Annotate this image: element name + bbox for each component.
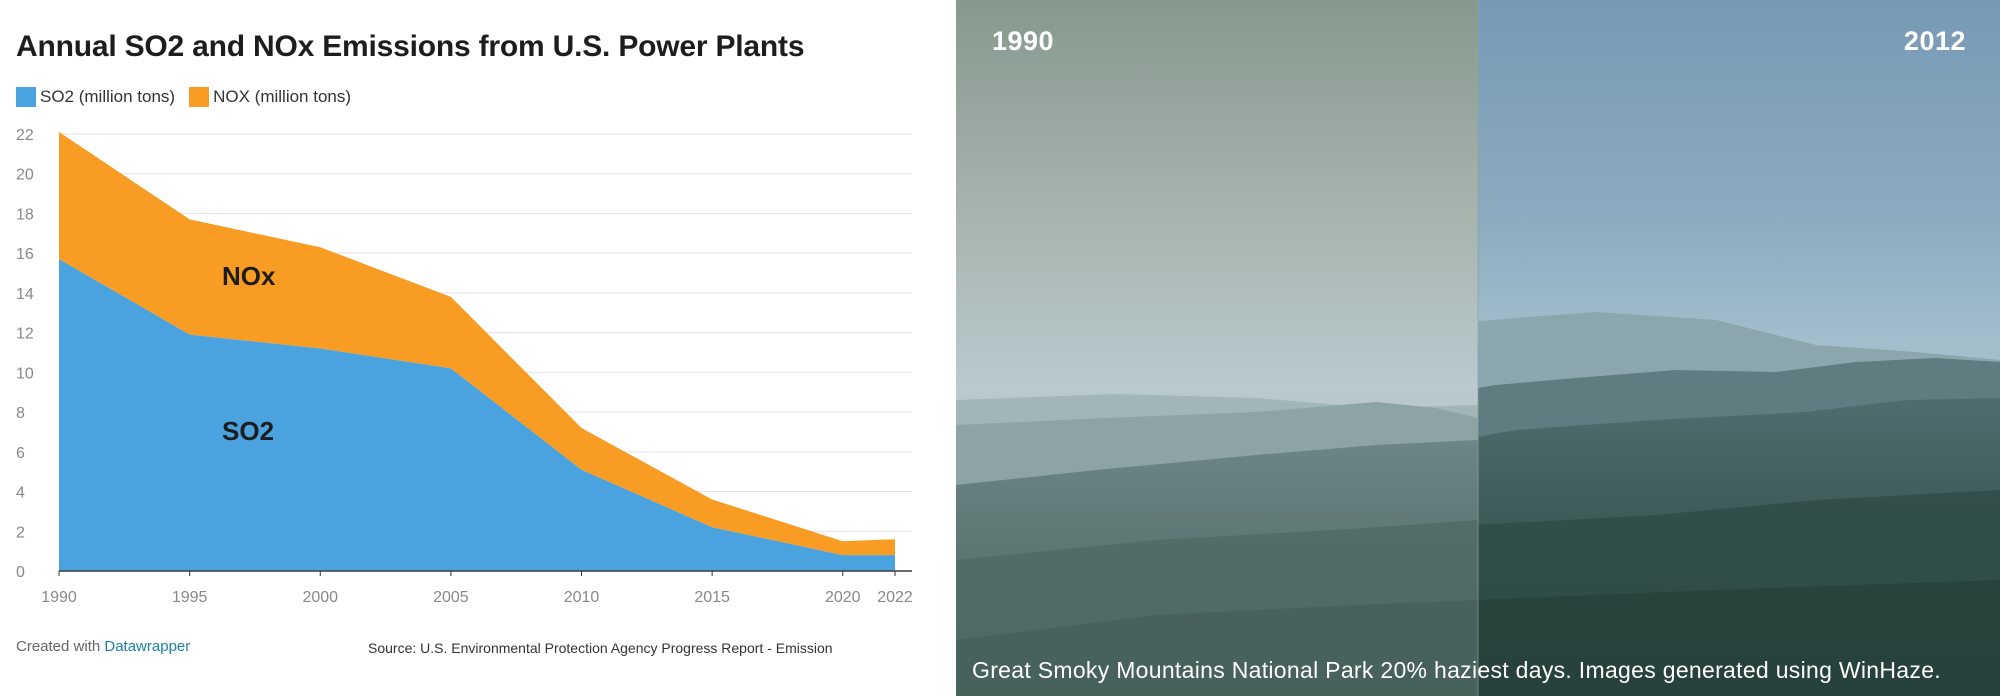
- area-so2: [59, 259, 895, 571]
- y-tick-label-12: 12: [16, 326, 34, 343]
- y-tick-label-22: 22: [16, 127, 34, 144]
- y-tick-label-18: 18: [16, 206, 34, 223]
- chart-title: Annual SO2 and NOx Emissions from U.S. P…: [16, 30, 805, 63]
- y-tick-label-2: 2: [16, 524, 25, 541]
- legend-swatch-so2: [16, 87, 36, 107]
- y-tick-label-20: 20: [16, 167, 34, 184]
- legend-label-so2: SO2 (million tons): [40, 87, 176, 106]
- annotation-so2: SO2: [222, 416, 274, 446]
- credit-text: Created with: [16, 638, 105, 655]
- datawrapper-link[interactable]: Datawrapper: [104, 638, 191, 655]
- x-tick-label-2020: 2020: [825, 589, 861, 606]
- legend-label-nox: NOX (million tons): [213, 87, 352, 106]
- area-nox: [59, 132, 895, 556]
- photo-caption: Great Smoky Mountains National Park 20% …: [972, 657, 1941, 683]
- x-tick-label-1995: 1995: [172, 589, 208, 606]
- x-tick-label-2022: 2022: [877, 589, 913, 606]
- y-tick-label-0: 0: [16, 564, 25, 581]
- chart-legend: SO2 (million tons) NOX (million tons): [16, 87, 365, 107]
- haze-comparison-photo: 1990 2012 Great Smoky Mountains National…: [956, 0, 2000, 696]
- year-label-right: 2012: [1903, 26, 1966, 56]
- x-tick-label-2010: 2010: [564, 589, 600, 606]
- y-tick-label-8: 8: [16, 405, 25, 422]
- legend-item-so2: SO2 (million tons): [16, 87, 175, 107]
- y-tick-label-4: 4: [16, 485, 25, 502]
- annotation-nox: NOx: [222, 261, 276, 291]
- x-tick-label-1990: 1990: [41, 589, 77, 606]
- source-note: Source: U.S. Environmental Protection Ag…: [368, 640, 833, 656]
- legend-item-nox: NOX (million tons): [189, 87, 351, 107]
- footer-credit: Created with Datawrapper: [16, 638, 190, 655]
- x-tick-label-2000: 2000: [302, 589, 338, 606]
- year-label-left: 1990: [992, 26, 1055, 56]
- legend-swatch-nox: [189, 87, 210, 107]
- y-tick-label-6: 6: [16, 445, 25, 462]
- y-tick-label-16: 16: [16, 246, 34, 263]
- y-tick-label-14: 14: [16, 286, 34, 303]
- mountain-landscape-image: [956, 0, 2000, 696]
- x-tick-label-2005: 2005: [433, 589, 469, 606]
- chart-panel: Annual SO2 and NOx Emissions from U.S. P…: [0, 0, 956, 696]
- x-tick-label-2015: 2015: [694, 589, 730, 606]
- y-tick-label-10: 10: [16, 365, 34, 382]
- right-clear-scene: [1478, 0, 2000, 696]
- left-hazy-scene: [956, 0, 1478, 696]
